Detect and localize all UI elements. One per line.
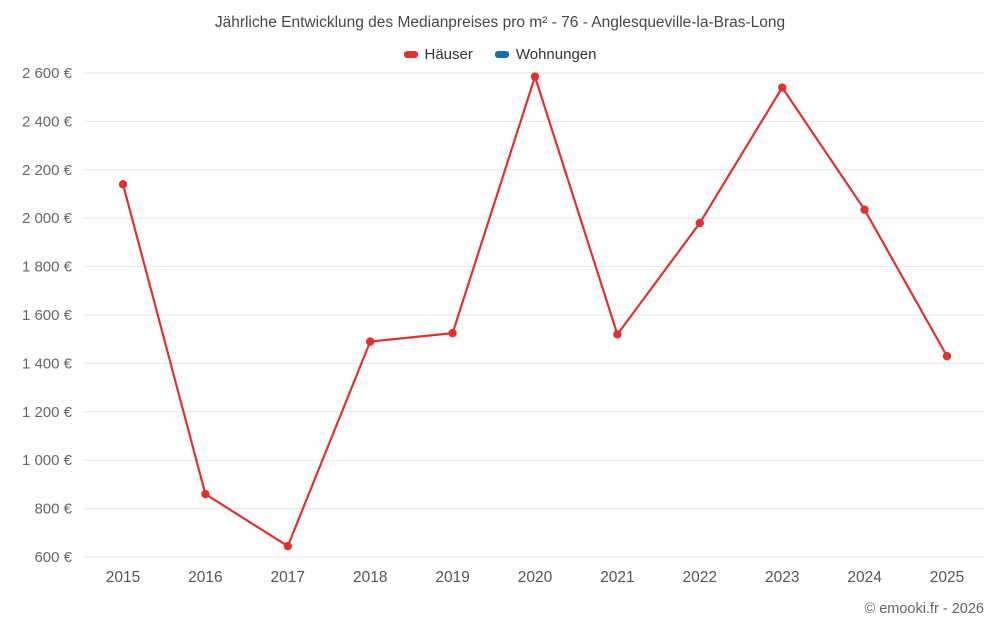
data-point[interactable] [530, 72, 540, 81]
data-point[interactable] [283, 541, 292, 551]
chart-title: Jährliche Entwicklung des Medianpreises … [214, 14, 786, 31]
y-axis-tick-label: 1 600 € [22, 307, 73, 324]
x-axis-tick-label: 2017 [271, 569, 305, 586]
data-point[interactable] [118, 180, 128, 189]
data-point[interactable] [448, 328, 457, 338]
legend-marker-haeuser [403, 51, 418, 58]
data-point[interactable] [366, 337, 375, 346]
legend-label-wohnungen: Wohnungen [515, 46, 597, 63]
legend: Häuser Wohnungen [0, 46, 1000, 63]
y-axis-tick-label: 800 € [34, 501, 72, 518]
x-axis-tick-label: 2018 [353, 569, 387, 586]
x-axis-tick-label: 2024 [847, 569, 882, 586]
legend-item-haeuser[interactable]: Häuser [403, 46, 473, 63]
x-axis-tick-label: 2016 [188, 569, 222, 586]
y-axis-tick-label: 1 000 € [22, 452, 73, 469]
legend-marker-wohnungen [494, 51, 509, 58]
x-axis-tick-label: 2015 [106, 569, 140, 586]
y-axis-tick-label: 600 € [34, 549, 72, 566]
x-axis-tick-label: 2020 [518, 569, 553, 586]
x-axis-tick-label: 2023 [765, 569, 799, 586]
series-line [121, 75, 948, 548]
y-axis-tick-label: 2 200 € [22, 162, 73, 179]
data-point[interactable] [860, 205, 869, 214]
y-axis-tick-label: 1 200 € [22, 404, 73, 421]
y-axis-tick-label: 2 600 € [22, 65, 73, 82]
data-point[interactable] [613, 330, 622, 339]
y-axis-tick-label: 2 400 € [22, 113, 73, 130]
x-axis-tick-label: 2021 [600, 569, 634, 586]
data-point[interactable] [695, 218, 704, 228]
x-axis-tick-label: 2025 [930, 569, 964, 586]
x-axis-tick-label: 2022 [683, 569, 717, 586]
legend-label-haeuser: Häuser [424, 46, 473, 63]
y-axis-tick-label: 2 000 € [22, 210, 73, 227]
copyright: © emooki.fr - 2026 [864, 601, 984, 617]
legend-item-wohnungen[interactable]: Wohnungen [494, 46, 597, 63]
y-axis-tick-label: 1 400 € [22, 355, 73, 372]
y-axis-tick-label: 1 800 € [22, 259, 73, 276]
data-point[interactable] [201, 489, 210, 499]
x-axis-tick-label: 2019 [435, 569, 469, 586]
data-point[interactable] [942, 351, 952, 361]
data-point[interactable] [778, 83, 787, 92]
